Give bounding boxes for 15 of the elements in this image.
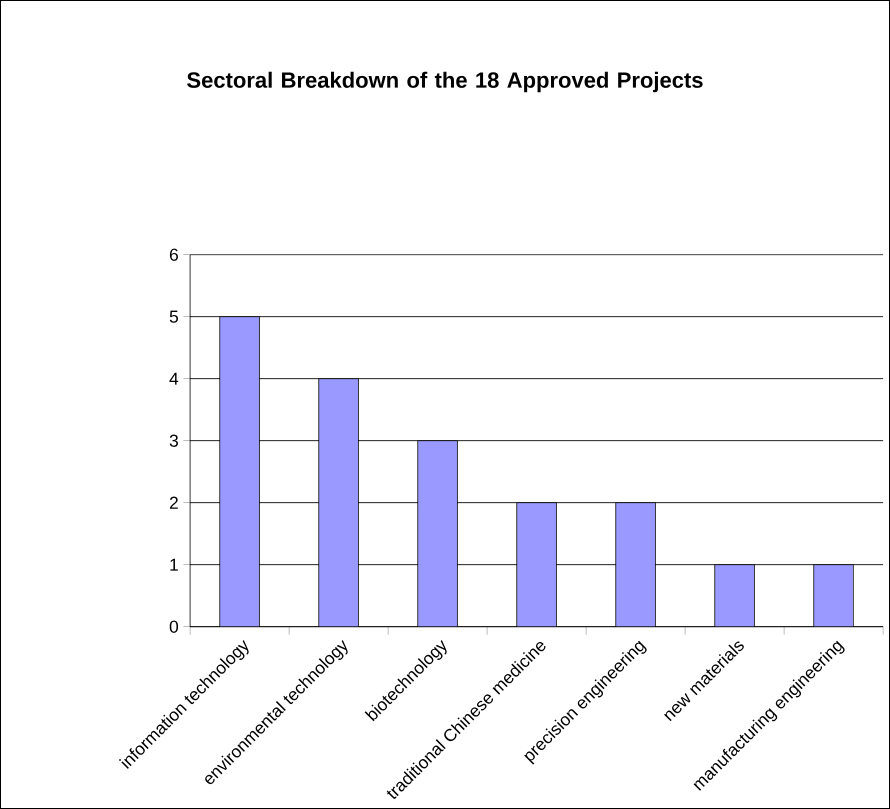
y-tick-label: 3 (170, 434, 178, 447)
y-tick-label: 4 (169, 372, 178, 385)
bar (219, 316, 260, 627)
y-tick-label: 6 (170, 248, 178, 261)
y-tick-label: 5 (170, 310, 178, 323)
bar (714, 564, 755, 627)
bar (318, 378, 359, 627)
y-tick-label: 2 (170, 496, 178, 509)
bar (417, 440, 458, 627)
y-tick-label: 0 (170, 620, 178, 633)
bar (516, 502, 557, 627)
y-tick-label: 1 (170, 558, 178, 571)
bar (615, 502, 656, 627)
chart-title: Sectoral Breakdown of the 18 Approved Projects (187, 72, 703, 92)
bar (813, 564, 854, 627)
